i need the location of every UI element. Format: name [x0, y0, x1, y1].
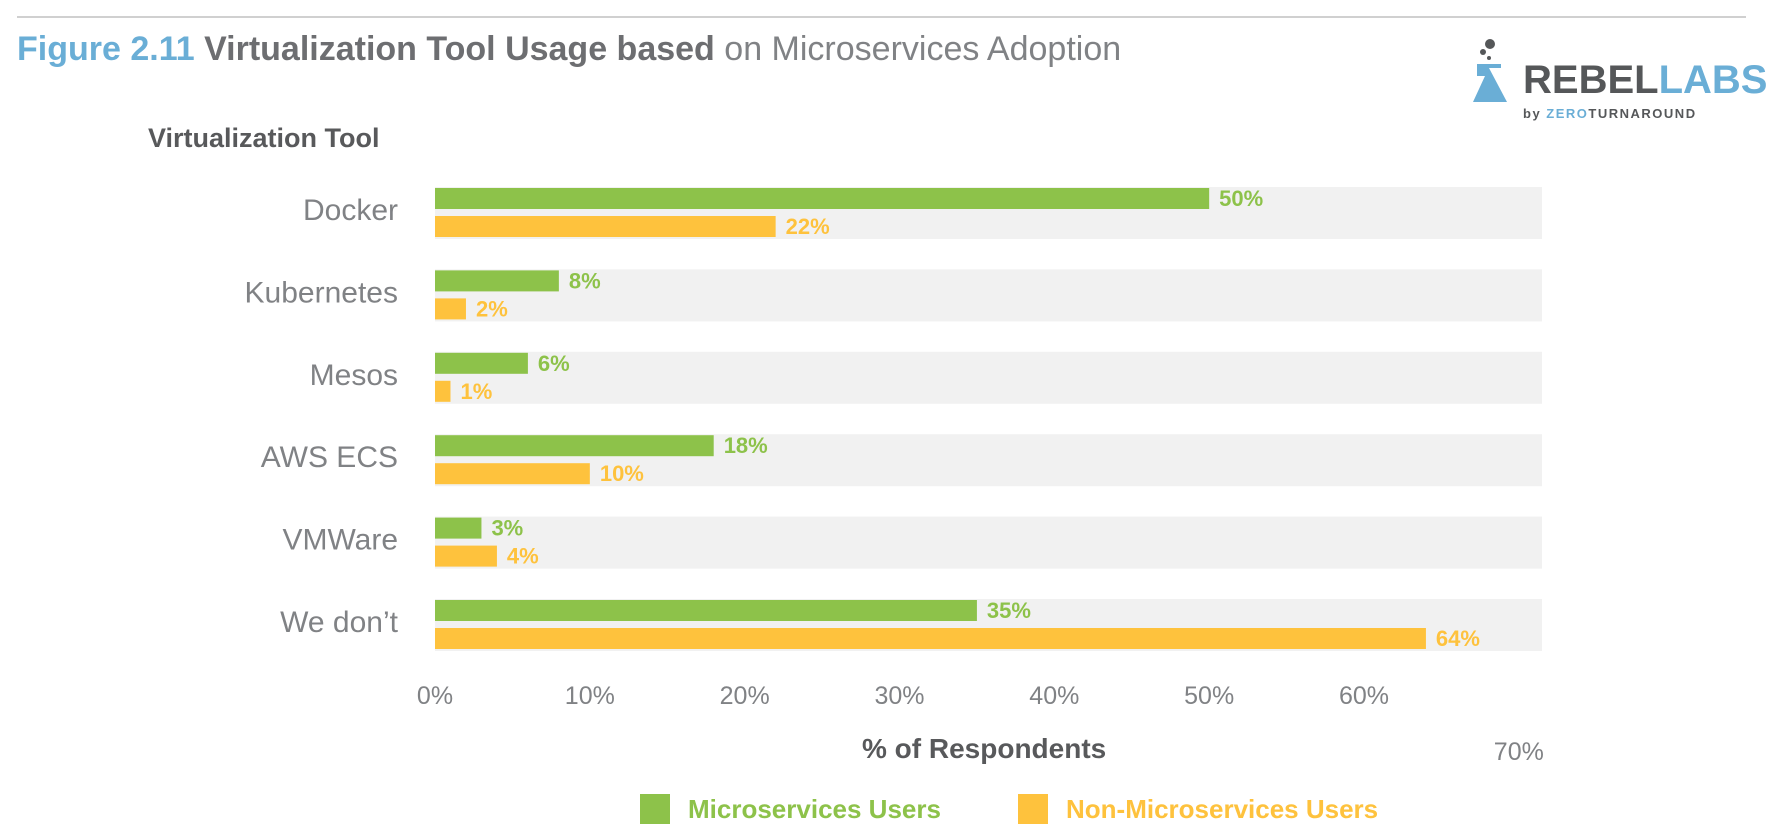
data-label-non-microservices: 4% [507, 544, 539, 569]
bar-non-microservices [435, 380, 451, 402]
rebellabs-logo: REBELLABS by ZEROTURNAROUND [1455, 36, 1766, 126]
bar-microservices [435, 600, 977, 621]
category-band [435, 351, 1542, 404]
legend-item-microservices: Microservices Users [640, 794, 941, 824]
bar-non-microservices [435, 216, 776, 237]
bar-microservices [435, 517, 482, 539]
legend-label-non-microservices: Non-Microservices Users [1066, 793, 1379, 824]
category-label: VMWare [282, 524, 398, 557]
category-label: Mesos [310, 359, 398, 392]
x-axis-title: % of Respondents [862, 733, 1107, 764]
legend-label-microservices: Microservices Users [688, 793, 941, 824]
category-band [435, 269, 1542, 322]
data-label-microservices: 50% [1219, 186, 1263, 211]
bar-non-microservices [435, 628, 1426, 649]
x-tick-label: 40% [1029, 682, 1079, 710]
figure-title: Figure 2.11 Virtualization Tool Usage ba… [17, 30, 1121, 69]
logo-brand: REBELLABS [1523, 58, 1766, 102]
data-label-non-microservices: 1% [460, 379, 492, 404]
category-label: Docker [303, 194, 398, 227]
x-tick-label: 30% [874, 682, 924, 710]
x-tick-label: 50% [1184, 682, 1234, 710]
legend-item-non-microservices: Non-Microservices Users [1018, 794, 1378, 824]
top-rule [17, 16, 1746, 18]
category-label: We don’t [280, 606, 399, 639]
bar-non-microservices [435, 463, 590, 485]
data-label-non-microservices: 64% [1436, 626, 1480, 651]
data-label-microservices: 35% [987, 598, 1031, 623]
logo-byline: by ZEROTURNAROUND [1523, 106, 1697, 121]
x-tick-label: 20% [720, 682, 770, 710]
category-axis-title: Virtualization Tool [148, 123, 380, 153]
bar-microservices [435, 435, 714, 457]
flask-icon [1473, 39, 1507, 102]
legend-swatch-microservices [640, 794, 670, 824]
category-band [435, 516, 1542, 569]
data-label-non-microservices: 10% [600, 461, 644, 486]
figure-title-bold: Virtualization Tool Usage based [204, 30, 715, 68]
data-label-microservices: 6% [538, 351, 570, 376]
data-label-non-microservices: 2% [476, 296, 508, 321]
figure-number: Figure 2.11 [17, 30, 195, 68]
data-label-non-microservices: 22% [786, 214, 830, 239]
x-tick-label: 70% [1494, 738, 1544, 766]
data-label-microservices: 18% [724, 433, 768, 458]
x-tick-label: 60% [1339, 682, 1389, 710]
category-label: Kubernetes [245, 276, 398, 309]
figure-title-rest: on Microservices Adoption [724, 30, 1122, 68]
bar-microservices [435, 352, 528, 374]
bar-non-microservices [435, 298, 466, 320]
bar-microservices [435, 188, 1210, 209]
data-label-microservices: 3% [491, 516, 523, 541]
x-tick-label: 10% [565, 682, 615, 710]
legend-swatch-non-microservices [1018, 794, 1048, 824]
data-label-microservices: 8% [569, 268, 601, 293]
x-tick-label: 0% [417, 682, 453, 710]
category-label: AWS ECS [261, 441, 398, 474]
bar-non-microservices [435, 545, 497, 567]
bar-microservices [435, 270, 559, 292]
